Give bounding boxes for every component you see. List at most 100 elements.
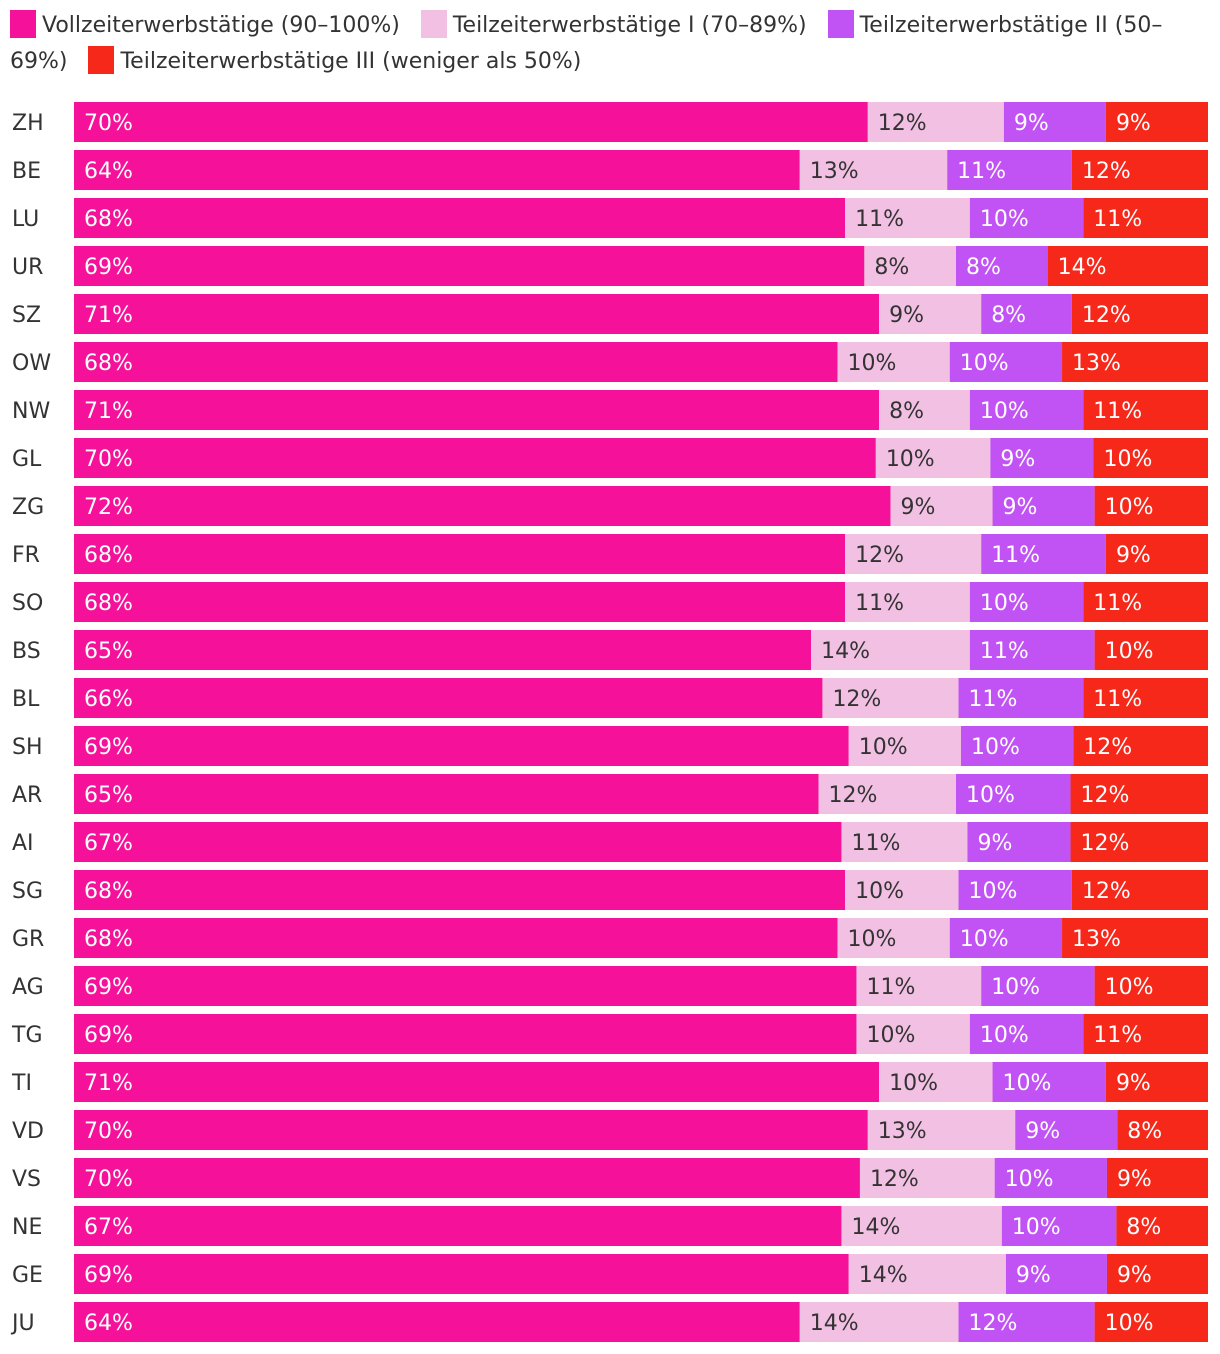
data-label-sh-s1: 69% [84, 735, 133, 760]
bar-segment-vs-s2 [859, 1158, 995, 1198]
data-label-so-s1: 68% [84, 591, 133, 616]
bar-segment-ti-s3 [992, 1062, 1106, 1102]
bar-segment-bs-s2 [811, 630, 970, 670]
data-label-bs-s1: 65% [84, 639, 133, 664]
data-label-gr-s3: 10% [960, 927, 1009, 952]
data-label-ne-s1: 67% [84, 1215, 133, 1240]
data-label-sh-s3: 10% [971, 735, 1020, 760]
data-label-sz-s1: 71% [84, 303, 133, 328]
bar-segment-ti-s2 [879, 1062, 993, 1102]
data-label-ai-s4: 12% [1081, 831, 1130, 856]
bar-segment-be-s4 [1071, 150, 1208, 190]
data-label-sz-s4: 12% [1082, 303, 1131, 328]
data-label-ag-s2: 11% [866, 975, 915, 1000]
legend-label: Vollzeiterwerbstätige (90–100%) [42, 13, 400, 38]
category-label-bs: BS [12, 639, 41, 664]
data-label-sg-s4: 12% [1082, 879, 1131, 904]
bar-segment-ti-s4 [1105, 1062, 1208, 1102]
bar-segment-ge-s4 [1106, 1254, 1208, 1294]
data-label-ti-s2: 10% [889, 1071, 938, 1096]
data-label-be-s1: 64% [84, 159, 133, 184]
bar-segment-tg-s3 [969, 1014, 1084, 1054]
data-label-so-s4: 11% [1093, 591, 1142, 616]
category-label-so: SO [12, 591, 43, 616]
bar-segment-ag-s2 [856, 966, 982, 1006]
bar-segment-ar-s4 [1070, 774, 1208, 814]
data-label-gl-s3: 9% [1000, 447, 1035, 472]
bar-segment-be-s2 [799, 150, 948, 190]
data-label-ai-s1: 67% [84, 831, 133, 856]
bar-segment-be-s3 [947, 150, 1072, 190]
legend-swatch [10, 10, 36, 38]
bar-segment-ti-s1 [74, 1062, 880, 1102]
legend: Vollzeiterwerbstätige (90–100%) Teilzeit… [10, 8, 1210, 80]
bar-segment-ur-s3 [956, 246, 1048, 286]
bar-segment-bl-s1 [74, 678, 823, 718]
data-label-ti-s3: 10% [1003, 1071, 1052, 1096]
bar-segment-sg-s2 [845, 870, 959, 910]
bar-segment-sh-s4 [1073, 726, 1208, 766]
legend-item-2: Teilzeiterwerbstätige II (50–69%) [10, 10, 1162, 74]
data-label-ur-s2: 8% [874, 255, 909, 280]
data-label-ur-s1: 69% [84, 255, 133, 280]
category-label-ne: NE [12, 1215, 42, 1240]
data-label-fr-s1: 68% [84, 543, 133, 568]
bar-segment-vd-s1 [74, 1110, 868, 1150]
bar-segment-ow-s1 [74, 342, 838, 382]
legend-item-0: Vollzeiterwerbstätige (90–100%) [10, 10, 400, 38]
data-label-gr-s2: 10% [847, 927, 896, 952]
bar-segment-ow-s2 [837, 342, 950, 382]
bar-segment-bl-s3 [958, 678, 1084, 718]
category-label-ar: AR [12, 783, 42, 808]
category-label-fr: FR [12, 543, 40, 568]
bar-segment-tg-s1 [74, 1014, 857, 1054]
data-label-sg-s2: 10% [855, 879, 904, 904]
bar-segment-sg-s3 [958, 870, 1072, 910]
bar-segment-sh-s1 [74, 726, 849, 766]
bar-segment-so-s3 [969, 582, 1084, 622]
bar-segment-ju-s2 [799, 1302, 959, 1342]
data-label-so-s3: 10% [980, 591, 1029, 616]
bar-segment-ow-s3 [949, 342, 1063, 382]
data-label-ti-s1: 71% [84, 1071, 133, 1096]
data-label-ar-s1: 65% [84, 783, 133, 808]
bar-segment-lu-s1 [74, 198, 846, 238]
data-label-ne-s4: 8% [1126, 1215, 1161, 1240]
data-label-so-s2: 11% [855, 591, 904, 616]
bar-segment-nw-s2 [879, 390, 970, 430]
bar-segment-lu-s2 [845, 198, 970, 238]
category-label-ur: UR [12, 255, 43, 280]
bar-segment-ai-s3 [967, 822, 1071, 862]
data-label-zg-s3: 9% [1003, 495, 1038, 520]
bar-segment-nw-s3 [969, 390, 1084, 430]
bar-segment-gr-s3 [949, 918, 1063, 958]
category-label-sg: SG [12, 879, 43, 904]
data-label-sz-s2: 9% [889, 303, 924, 328]
data-label-ge-s2: 14% [859, 1263, 908, 1288]
category-label-zh: ZH [12, 111, 44, 136]
data-label-be-s3: 11% [957, 159, 1006, 184]
data-label-fr-s4: 9% [1116, 543, 1151, 568]
bar-segment-ge-s2 [848, 1254, 1006, 1294]
category-label-bl: BL [12, 687, 40, 712]
bar-segment-nw-s1 [74, 390, 880, 430]
data-label-bl-s3: 11% [969, 687, 1018, 712]
data-label-vs-s1: 70% [84, 1167, 133, 1192]
bar-segment-gl-s4 [1093, 438, 1208, 478]
data-label-nw-s4: 11% [1093, 399, 1142, 424]
data-label-lu-s3: 10% [980, 207, 1029, 232]
data-label-vs-s3: 10% [1005, 1167, 1054, 1192]
bar-segment-ne-s3 [1001, 1206, 1117, 1246]
bar-segment-gl-s2 [875, 438, 991, 478]
category-label-ti: TI [11, 1071, 32, 1096]
bar-segment-gr-s1 [74, 918, 838, 958]
data-label-zh-s1: 70% [84, 111, 133, 136]
category-label-lu: LU [12, 207, 39, 232]
bar-segment-ge-s1 [74, 1254, 849, 1294]
data-label-vd-s4: 8% [1127, 1119, 1162, 1144]
data-label-ai-s3: 9% [977, 831, 1012, 856]
data-label-gr-s1: 68% [84, 927, 133, 952]
data-label-gr-s4: 13% [1072, 927, 1121, 952]
bar-segment-ai-s1 [74, 822, 842, 862]
